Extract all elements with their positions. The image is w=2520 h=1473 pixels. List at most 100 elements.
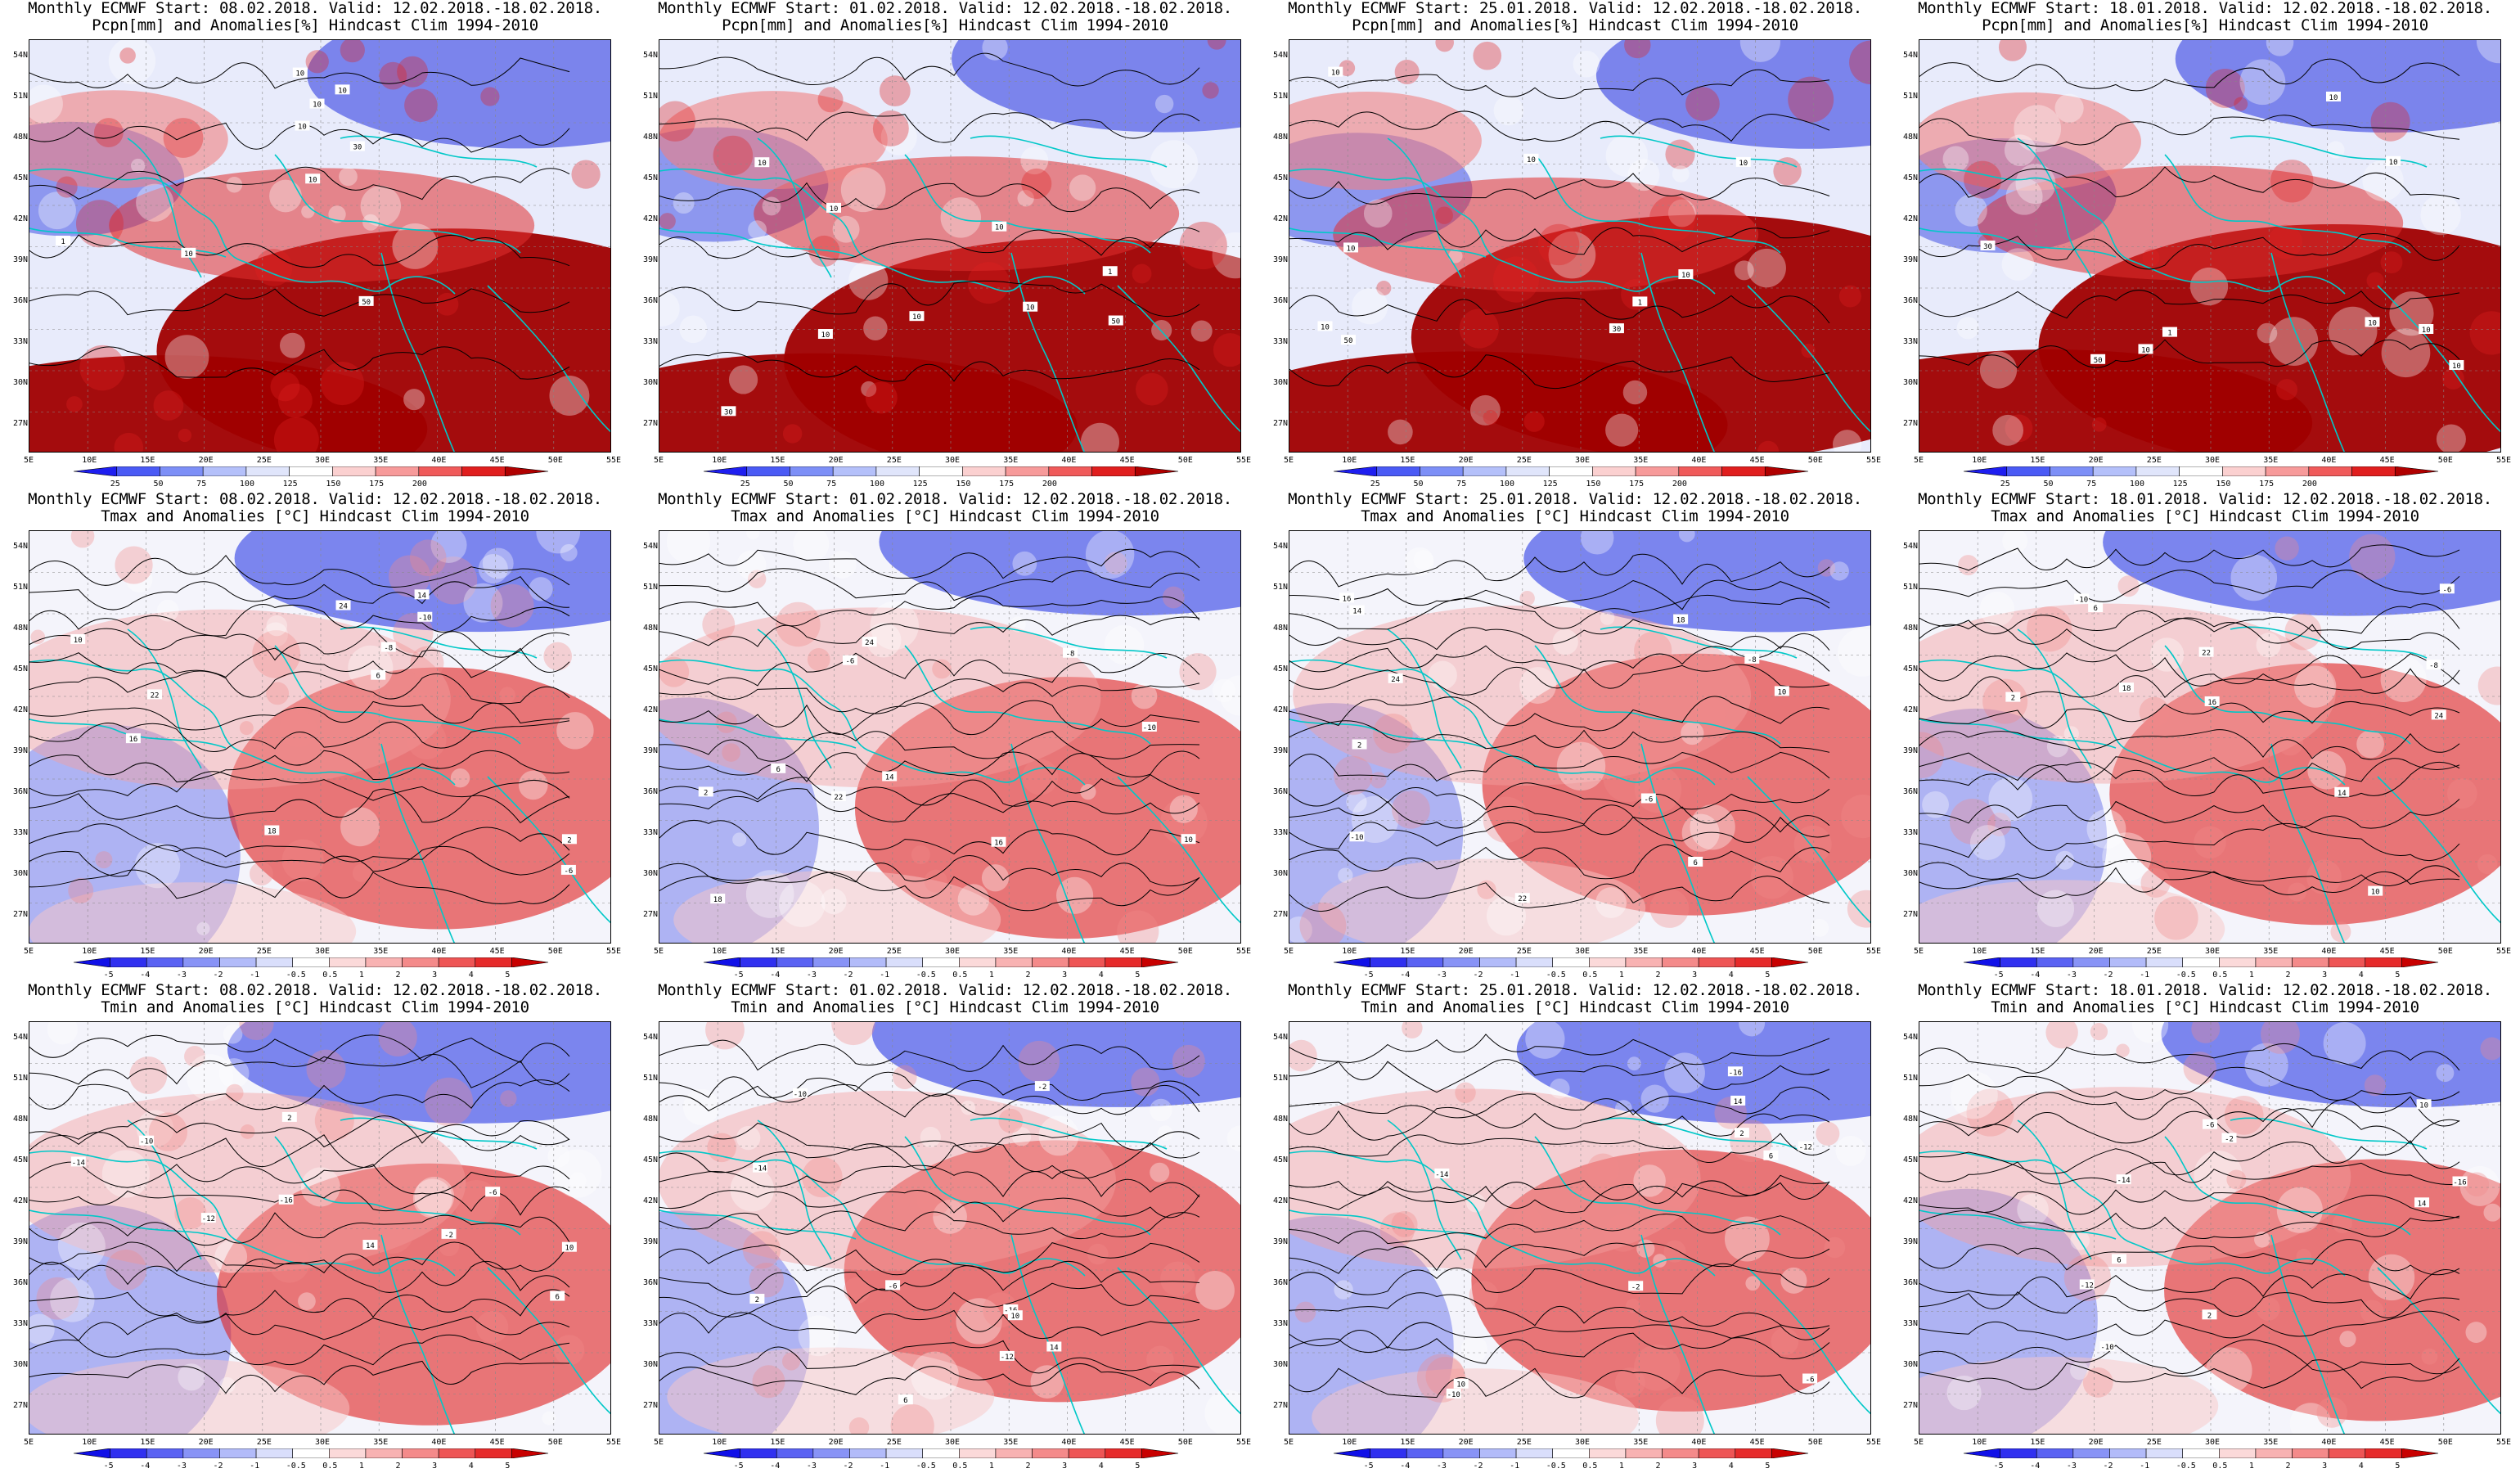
latitude-label: 42N — [1273, 1196, 1289, 1205]
anomaly-patch — [2477, 854, 2498, 875]
longitude-label: 40E — [2321, 456, 2337, 465]
colorbar-swatch — [1771, 957, 1809, 967]
anomaly-patch — [911, 1351, 959, 1400]
colorbar-swatch — [2222, 466, 2266, 476]
anomaly-patch — [407, 691, 434, 720]
colorbar-swatch — [146, 957, 184, 967]
anomaly-patch — [2005, 414, 2033, 443]
contour-label: 10 — [309, 98, 325, 110]
anomaly-patch — [1649, 889, 1690, 928]
anomaly-patch — [1339, 60, 1356, 77]
colorbar-swatch — [740, 1448, 777, 1458]
longitude-label: 25E — [886, 456, 902, 465]
colorbar-label: 3 — [432, 971, 438, 980]
panel-title: Monthly ECMWF Start: 25.01.2018. Valid: … — [1288, 981, 1862, 999]
colorbar-swatch — [1625, 1448, 1663, 1458]
longitude-label: 25E — [256, 456, 272, 465]
anomaly-shading — [227, 1022, 610, 1124]
anomaly-patch — [879, 75, 911, 107]
colorbar-label: 5 — [2395, 1462, 2401, 1471]
panel-title: Monthly ECMWF Start: 08.02.2018. Valid: … — [28, 0, 602, 17]
longitude-label: 45E — [1749, 1438, 1765, 1447]
anomaly-patch — [659, 213, 676, 230]
anomaly-patch — [2483, 1203, 2500, 1222]
anomaly-patch — [1469, 1280, 1499, 1310]
colorbar-label: -4 — [140, 971, 151, 980]
colorbar-swatch — [116, 466, 160, 476]
colorbar-swatch — [746, 466, 790, 476]
latitude-label: 27N — [643, 419, 659, 428]
contour-label: 14 — [882, 771, 898, 782]
colorbar-swatch — [1589, 957, 1627, 967]
anomaly-patch — [1838, 628, 1870, 677]
contour-label: 2 — [1734, 1128, 1749, 1138]
latitude-label: 36N — [1903, 787, 1919, 796]
anomaly-patch — [1160, 798, 1208, 845]
colorbar-label: -3 — [806, 971, 817, 980]
anomaly-patch — [1085, 531, 1135, 579]
svg-text:2: 2 — [704, 789, 708, 797]
svg-text:-8: -8 — [384, 644, 393, 652]
colorbar-swatch — [255, 957, 293, 967]
anomaly-shading — [673, 870, 1001, 943]
svg-text:10: 10 — [1026, 304, 1035, 313]
anomaly-map: 10 10 10 10 30 50 10 1 10 — [659, 39, 1241, 453]
latitude-label: 48N — [643, 624, 659, 633]
contour-label: -14 — [2116, 1174, 2131, 1185]
anomaly-patch — [360, 186, 402, 227]
colorbar-label: 4 — [2358, 1462, 2364, 1471]
anomaly-patch — [880, 119, 917, 155]
anomaly-patch — [536, 531, 581, 554]
latitude-label: 48N — [13, 133, 29, 142]
anomaly-shading — [659, 1090, 1116, 1271]
colorbar-label: 2 — [1655, 971, 1661, 980]
longitude-label: 55E — [606, 456, 622, 465]
svg-text:24: 24 — [865, 639, 874, 647]
colorbar-label: -4 — [770, 971, 781, 980]
svg-text:18: 18 — [713, 896, 722, 904]
colorbar-label: 0.5 — [952, 1462, 968, 1471]
svg-text:10: 10 — [338, 87, 347, 95]
colorbar-label: -5 — [103, 971, 114, 980]
longitude-label: 15E — [770, 456, 785, 465]
anomaly-patch — [916, 1182, 952, 1217]
colorbar-swatch — [2000, 957, 2037, 967]
colorbar-label: -2 — [843, 971, 853, 980]
anomaly-patch — [393, 612, 434, 654]
anomaly-patch — [314, 1101, 354, 1141]
anomaly-shading — [1318, 858, 1646, 943]
longitude-label: 20E — [198, 947, 214, 956]
anomaly-patch — [1690, 804, 1735, 850]
anomaly-patch — [1376, 281, 1392, 296]
anomaly-patch — [1146, 1345, 1174, 1373]
anomaly-shading — [952, 40, 1240, 133]
colorbar-label: -5 — [1363, 971, 1374, 980]
colorbar-swatch — [922, 957, 960, 967]
longitude-label: 30E — [1575, 1438, 1591, 1447]
colorbar-swatch — [511, 957, 549, 967]
latitude-label: 42N — [643, 214, 659, 223]
colorbar-label: 1 — [358, 971, 364, 980]
longitude-label: 10E — [1972, 1438, 1987, 1447]
colorbar-label: -5 — [733, 971, 744, 980]
svg-text:2: 2 — [287, 1115, 291, 1123]
anomaly-shading — [1293, 605, 1752, 786]
anomaly-patch — [1483, 409, 1498, 425]
anomaly-patch — [1793, 825, 1832, 863]
svg-text:10: 10 — [1184, 836, 1193, 845]
anomaly-patch — [1586, 1153, 1619, 1186]
anomaly-patch — [1021, 168, 1052, 199]
colorbar-label: -2 — [843, 1462, 853, 1471]
colorbar-label: -4 — [2030, 1462, 2041, 1471]
latitude-label: 30N — [13, 378, 29, 387]
anomaly-patch — [490, 583, 534, 628]
colorbar-swatch — [2135, 466, 2180, 476]
colorbar — [703, 1448, 1179, 1458]
anomaly-shading — [1919, 349, 2313, 452]
latitude-label: 42N — [1903, 705, 1919, 714]
anomaly-patch — [1633, 1164, 1666, 1197]
colorbar — [1963, 957, 2439, 967]
contour-label: 10 — [1317, 321, 1333, 331]
svg-text:10: 10 — [2141, 346, 2150, 354]
anomaly-patch — [1771, 1327, 1799, 1355]
